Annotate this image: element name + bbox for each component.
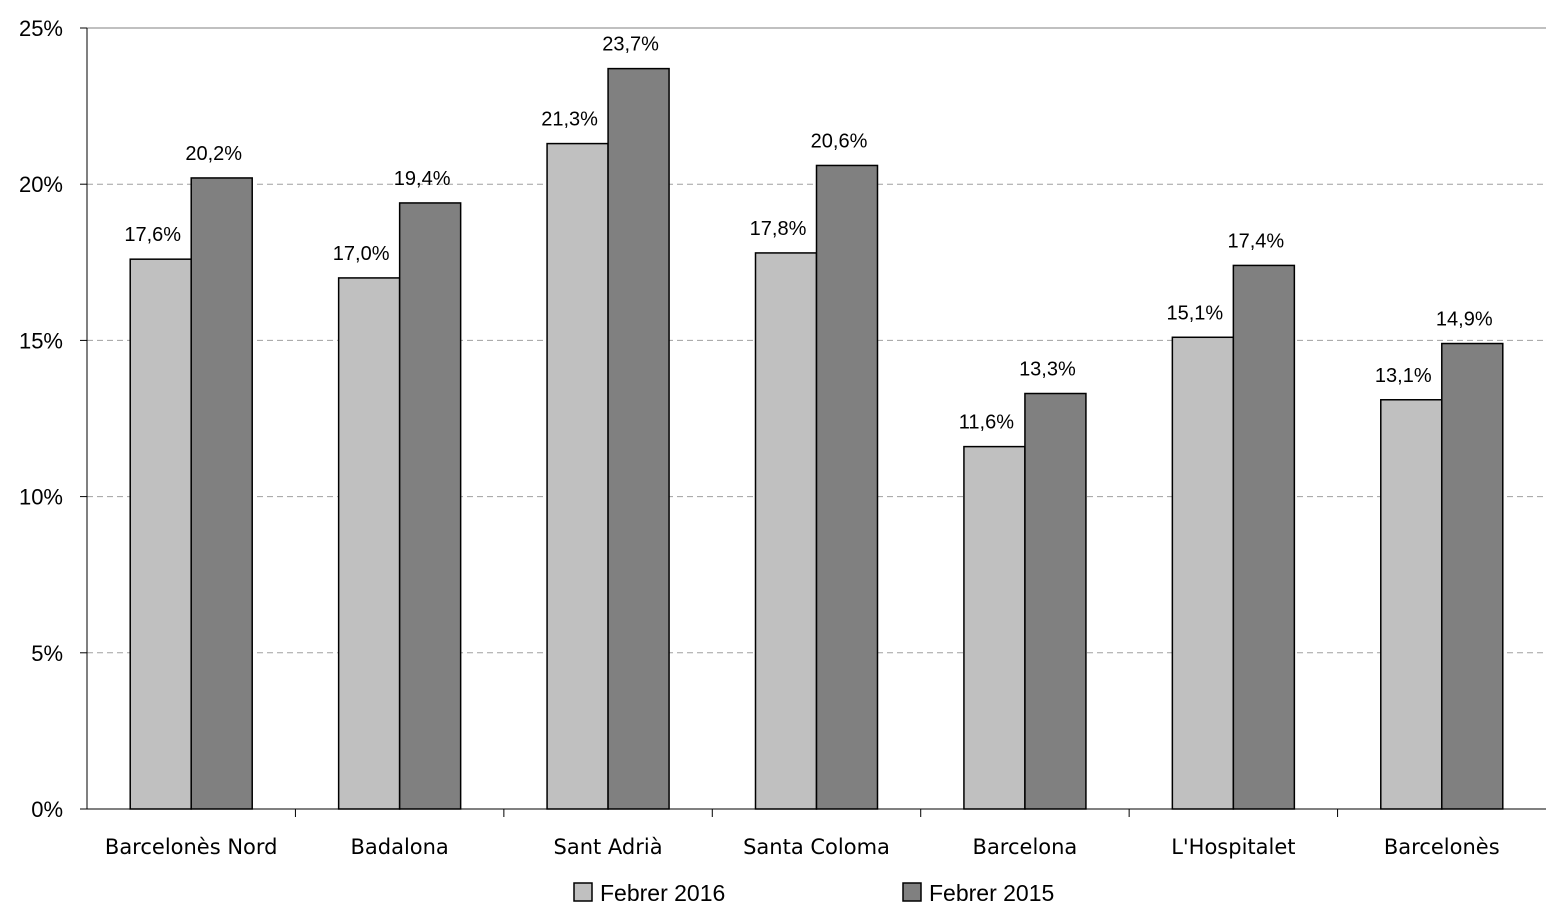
bar [1171, 336, 1235, 810]
data-label: 20,6% [811, 130, 868, 152]
gridlines [87, 27, 1546, 654]
bar [1441, 342, 1504, 810]
data-label: 15,1% [1166, 302, 1223, 324]
x-tick-label: Barcelona [973, 835, 1078, 859]
data-label: 17,4% [1227, 230, 1284, 252]
data-label: 20,2% [185, 143, 242, 165]
y-tick-label: 15% [19, 328, 63, 353]
bar [815, 164, 879, 810]
bar [1232, 264, 1296, 810]
x-tick-label: Barcelonès [1384, 835, 1500, 859]
x-tick-label: L'Hospitalet [1171, 835, 1295, 859]
bar [546, 142, 609, 810]
legend: Febrer 2016 Febrer 2015 [573, 880, 1054, 905]
data-label: 17,8% [750, 218, 807, 240]
y-tick-label: 10% [19, 485, 63, 510]
data-labels: 17,6% 20,2% 17,0% 19,4% 21,3% 23,7% 17,8% 20,6%… [124, 34, 1492, 434]
data-label: 14,9% [1436, 309, 1493, 331]
data-label: 23,7% [602, 34, 659, 56]
y-tick-label: 5% [31, 641, 63, 666]
axes [86, 28, 1546, 810]
x-tick-label: Santa Coloma [743, 835, 890, 859]
legend-label: Febrer 2016 [600, 880, 725, 905]
data-label: 21,3% [541, 109, 598, 131]
x-axis-ticks: Barcelonès Nord Badalona Sant Adrià Santa C… [105, 809, 1500, 859]
bar [754, 252, 818, 810]
data-label: 13,1% [1375, 365, 1432, 387]
data-label: 17,6% [124, 224, 181, 246]
bar [1380, 399, 1443, 810]
data-label: 19,4% [394, 168, 451, 190]
bar [1024, 392, 1087, 810]
data-label: 11,6% [959, 412, 1014, 434]
y-tick-label: 25% [19, 16, 63, 41]
bars [129, 67, 1504, 810]
legend-swatch [902, 882, 922, 902]
bar [129, 258, 192, 810]
x-tick-label: Badalona [350, 835, 448, 859]
legend-swatch [573, 882, 593, 902]
bar [607, 67, 670, 810]
y-axis-ticks: 0% 5% 10% 15% 20% 25% [19, 16, 87, 822]
data-label: 17,0% [333, 243, 390, 265]
bar [963, 445, 1026, 810]
bar [190, 177, 253, 810]
bar [398, 202, 462, 810]
x-tick-label: Barcelonès Nord [105, 835, 278, 859]
bar [337, 277, 401, 810]
legend-label: Febrer 2015 [929, 880, 1054, 905]
data-label: 13,3% [1019, 359, 1076, 381]
x-tick-label: Sant Adrià [554, 835, 663, 859]
y-tick-label: 0% [31, 797, 63, 822]
y-tick-label: 20% [19, 172, 63, 197]
